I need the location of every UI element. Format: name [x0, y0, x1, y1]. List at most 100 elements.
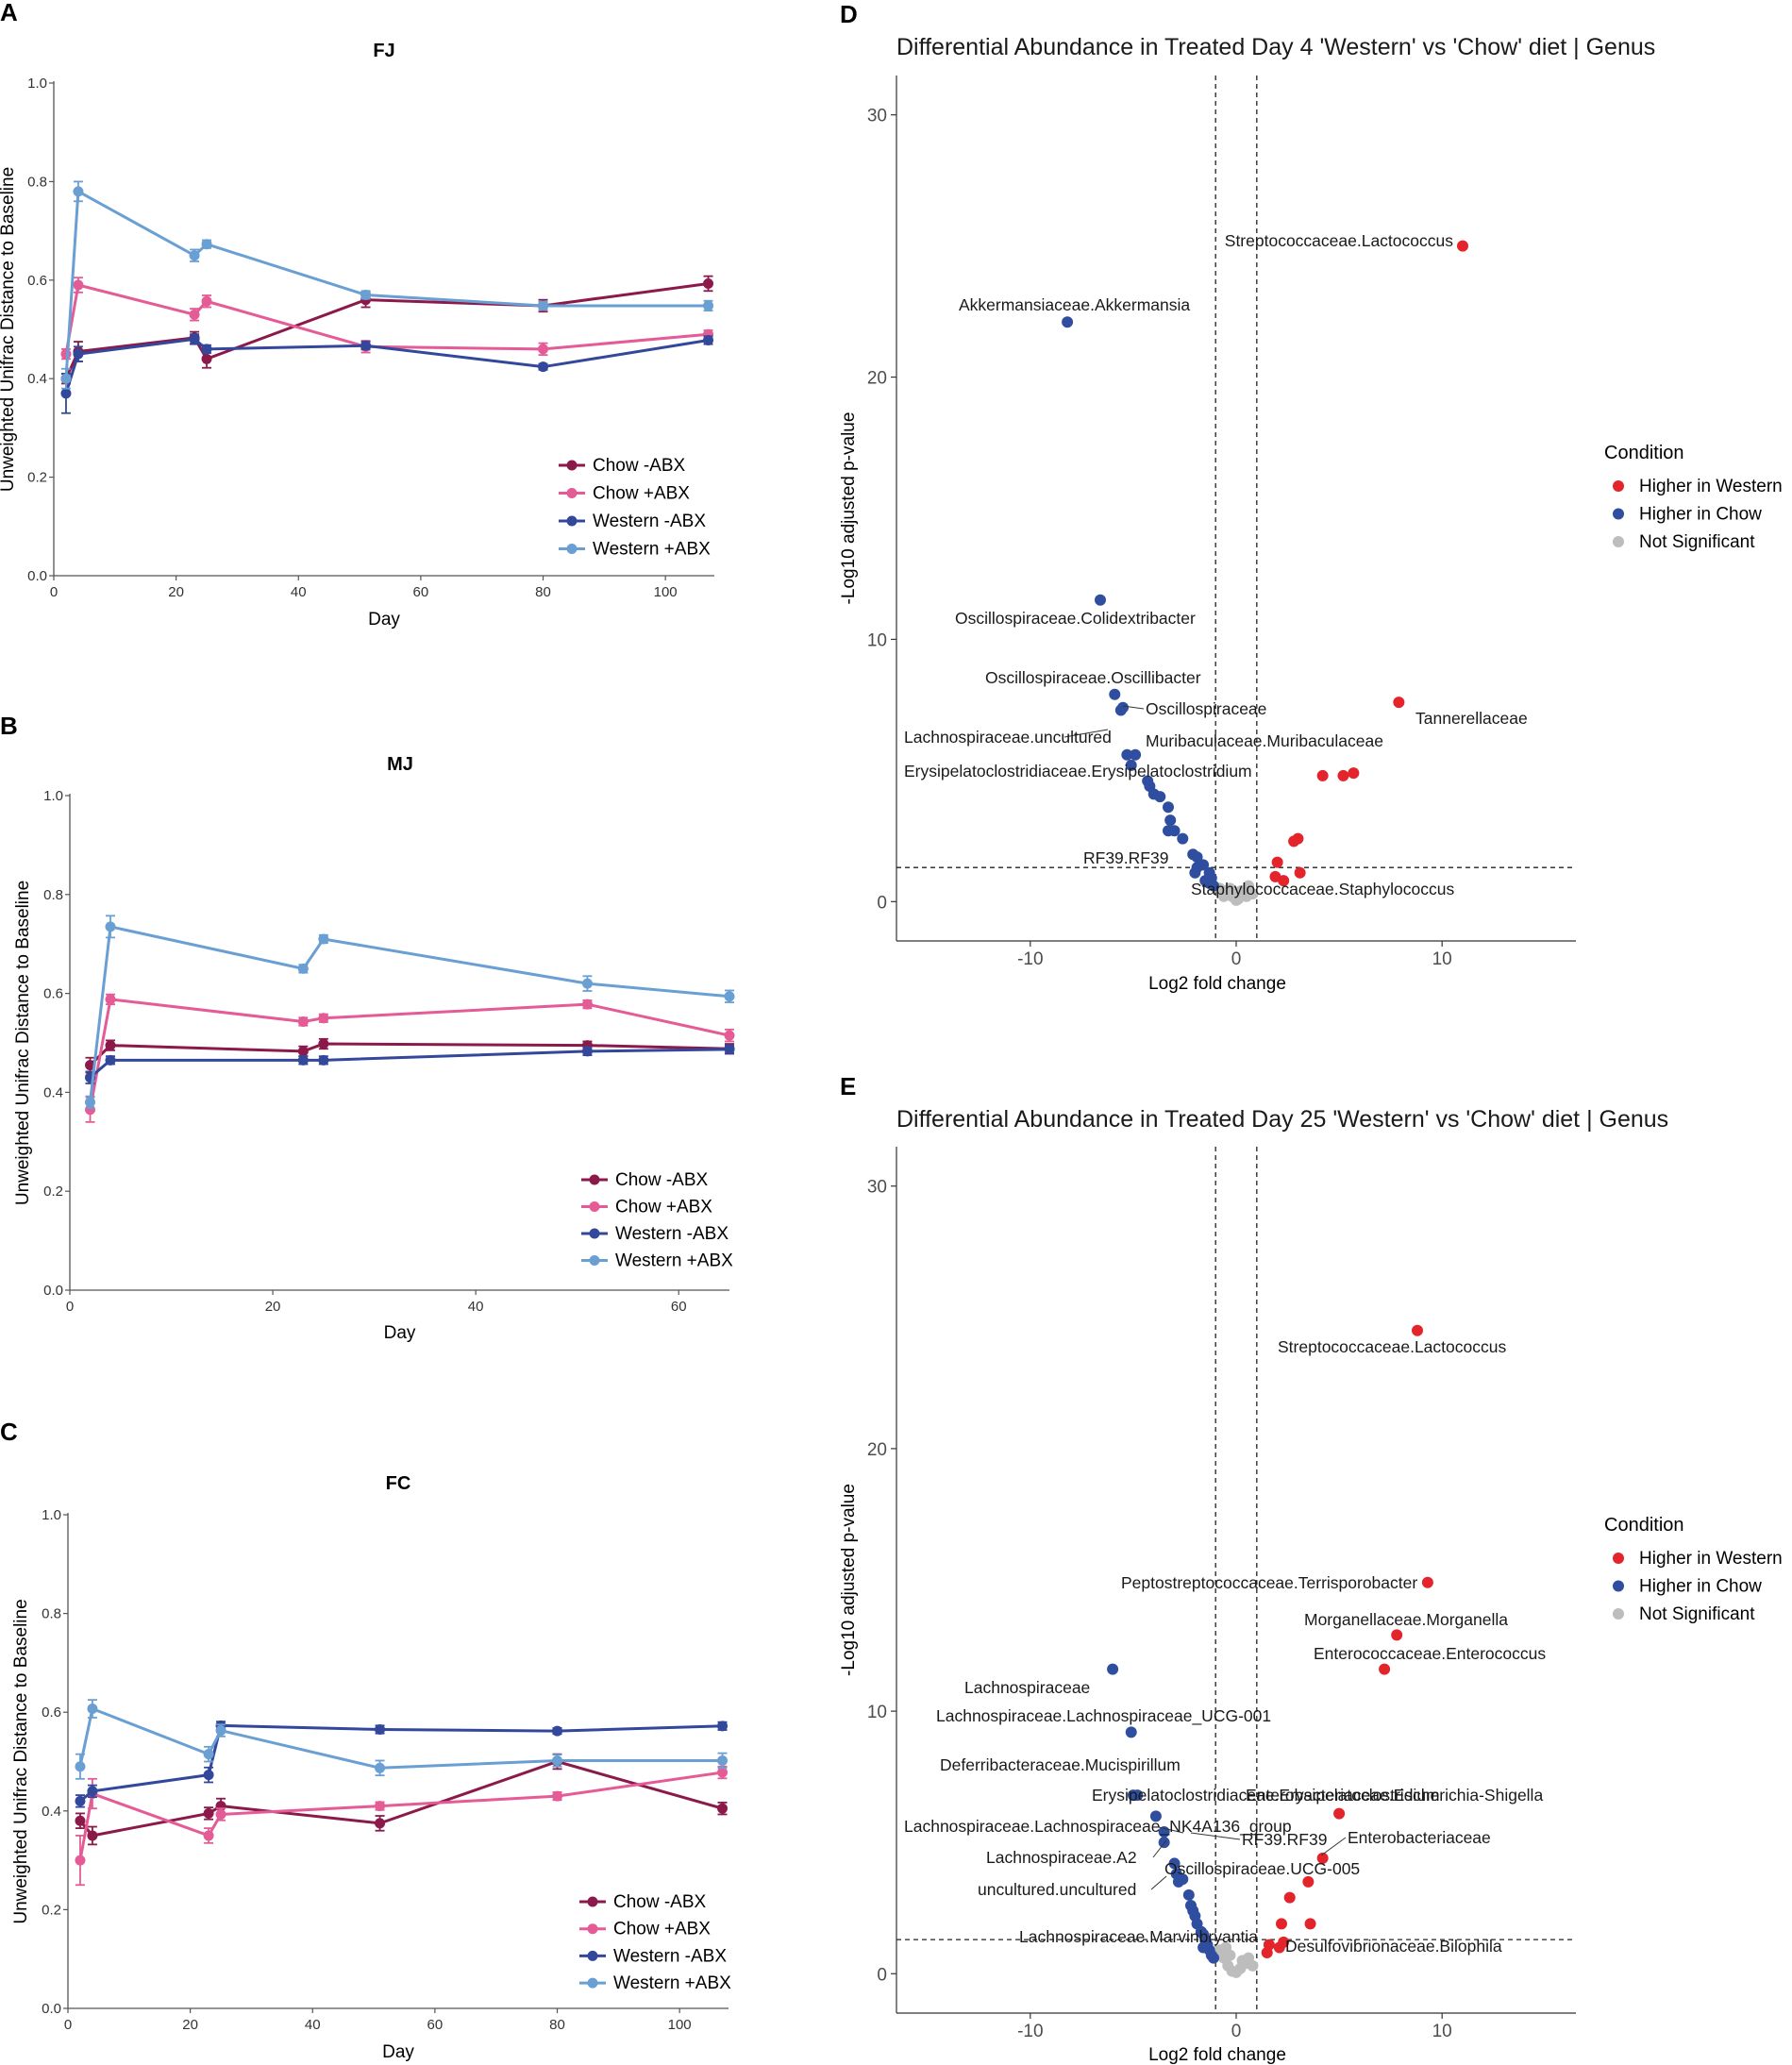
- annotation-label: Desulfovibrionaceae.Bilophila: [1285, 1937, 1502, 1956]
- y-tick-label: 0.8: [43, 887, 63, 903]
- annotation-label: Oscillospiraceae.Oscillibacter: [985, 668, 1201, 687]
- y-tick-label: 0.8: [27, 174, 47, 190]
- data-point: [552, 1754, 563, 1766]
- higher-in-chow-point: [1095, 594, 1106, 606]
- legend-swatch-dot: [566, 544, 578, 554]
- x-tick-label: 80: [549, 2017, 565, 2033]
- legend-swatch-dot: [1613, 1553, 1624, 1564]
- y-tick-label: 0.8: [42, 1606, 61, 1622]
- series-line: [78, 1706, 723, 1770]
- y-tick-label: 0.6: [42, 1704, 61, 1721]
- y-tick-label: 20: [867, 369, 887, 389]
- y-axis-label: -Log10 adjusted p-value: [839, 1484, 859, 1676]
- data-point: [581, 999, 593, 1010]
- legend-label: Higher in Western: [1639, 477, 1783, 496]
- annotation-label: Erysipelatoclostridiaceae.Erysipelatoclo…: [904, 762, 1252, 781]
- not-significant-point: [1217, 890, 1230, 902]
- y-tick-label: 0.4: [27, 371, 47, 387]
- chart-title: FC: [386, 1473, 411, 1494]
- higher-in-chow-point: [1163, 825, 1174, 837]
- not-significant-point: [1247, 887, 1259, 899]
- higher-in-western-point: [1304, 1918, 1316, 1930]
- x-tick-label: 80: [535, 584, 551, 600]
- data-point: [189, 309, 200, 320]
- annotation-label: Oscillospiraceae.Colidextribacter: [955, 609, 1196, 628]
- data-point: [538, 300, 549, 311]
- higher-in-western-point: [1278, 875, 1290, 887]
- data-point: [717, 1754, 729, 1766]
- x-tick-label: 20: [265, 1299, 281, 1315]
- x-tick-label: 0: [66, 1299, 74, 1315]
- y-tick-label: 0: [877, 1965, 887, 1985]
- legend: Chow -ABX Chow +ABX Western -ABX Western +A…: [579, 1892, 731, 1993]
- data-point: [203, 1830, 214, 1841]
- legend-swatch-dot: [589, 1228, 600, 1239]
- not-significant-point: [1234, 885, 1247, 898]
- data-point: [75, 1761, 86, 1772]
- y-axis-label: Unweighted Unifrac Distance to Baseline: [0, 167, 18, 492]
- data-point: [105, 921, 116, 932]
- data-point: [318, 933, 329, 945]
- legend-title: Condition: [1604, 443, 1684, 463]
- annotation-label: Streptococcaceae.Lactococcus: [1225, 231, 1453, 250]
- points-chow: [1062, 316, 1219, 892]
- y-tick-label: 20: [867, 1440, 887, 1460]
- y-tick-label: 0.6: [27, 273, 47, 289]
- higher-in-chow-point: [1177, 1873, 1189, 1886]
- x-tick-label: 10: [1432, 2022, 1452, 2041]
- legend-label: Western +ABX: [593, 540, 711, 560]
- data-point: [375, 1762, 386, 1773]
- higher-in-chow-point: [1168, 1857, 1181, 1870]
- higher-in-chow-point: [1109, 688, 1121, 700]
- annotation-label: Peptostreptococcaceae.Terrisporobacter: [1121, 1573, 1417, 1592]
- higher-in-western-point: [1333, 1807, 1346, 1820]
- y-axis-label: Unweighted Unifrac Distance to Baseline: [13, 881, 33, 1205]
- panel-letter-c: C: [0, 1418, 18, 1446]
- higher-in-western-point: [1379, 1663, 1391, 1675]
- legend-swatch-dot: [587, 1950, 598, 1961]
- legend: Chow -ABX Chow +ABX Western -ABX Western +A…: [559, 456, 711, 560]
- annotation-label: Enterococcaceae.Enterococcus: [1314, 1644, 1546, 1663]
- data-point: [201, 295, 212, 307]
- annotation-label: Lachnospiraceae.Marvinbryantia: [1019, 1927, 1258, 1946]
- legend-swatch-dot: [566, 460, 578, 471]
- data-point: [703, 277, 714, 289]
- data-point: [375, 1801, 386, 1812]
- legend-label: Higher in Chow: [1639, 505, 1762, 525]
- annotation-label: Akkermansiaceae.Akkermansia: [959, 295, 1190, 314]
- higher-in-western-point: [1283, 1891, 1296, 1904]
- higher-in-chow-point: [1125, 759, 1137, 771]
- data-point: [717, 1721, 729, 1732]
- higher-in-chow-point: [1107, 1663, 1119, 1675]
- series-western-abx: [85, 915, 735, 1110]
- series-line: [64, 189, 709, 379]
- panel-letter-a: A: [0, 0, 18, 26]
- higher-in-western-point: [1337, 769, 1349, 781]
- data-point: [60, 388, 72, 399]
- legend-label: Chow +ABX: [615, 1198, 712, 1217]
- higher-in-chow-point: [1189, 866, 1201, 879]
- y-tick-label: 30: [867, 1178, 887, 1198]
- higher-in-western-point: [1348, 767, 1360, 780]
- legend-label: Chow -ABX: [613, 1892, 707, 1912]
- annotation-label: Lachnospiraceae.Lachnospiraceae_UCG-001: [936, 1706, 1271, 1726]
- annotation-label: Muribaculaceae.Muribaculaceae: [1146, 731, 1383, 750]
- legend-label: Chow +ABX: [613, 1920, 711, 1939]
- legend-label: Western +ABX: [615, 1251, 733, 1271]
- higher-in-western-point: [1302, 1875, 1315, 1888]
- higher-in-chow-point: [1130, 748, 1142, 761]
- annotation-label: Deferribacteraceae.Mucispirillum: [940, 1755, 1181, 1774]
- data-point: [75, 1855, 86, 1866]
- data-point: [73, 186, 84, 197]
- annotation-label: RF39.RF39: [1242, 1830, 1327, 1849]
- annotation-label: Enterobacteriaceae.Escherichia-Shigella: [1246, 1786, 1543, 1805]
- higher-in-chow-point: [1208, 1952, 1219, 1964]
- x-axis-label: Day: [384, 1323, 416, 1343]
- x-tick-label: 40: [468, 1299, 484, 1315]
- series-western-abx: [75, 1699, 729, 1780]
- legend-swatch-dot: [589, 1255, 600, 1266]
- legend: Condition Higher in Western Higher in Chow…: [1604, 443, 1783, 552]
- x-tick-label: 100: [654, 584, 678, 600]
- data-point: [297, 963, 309, 974]
